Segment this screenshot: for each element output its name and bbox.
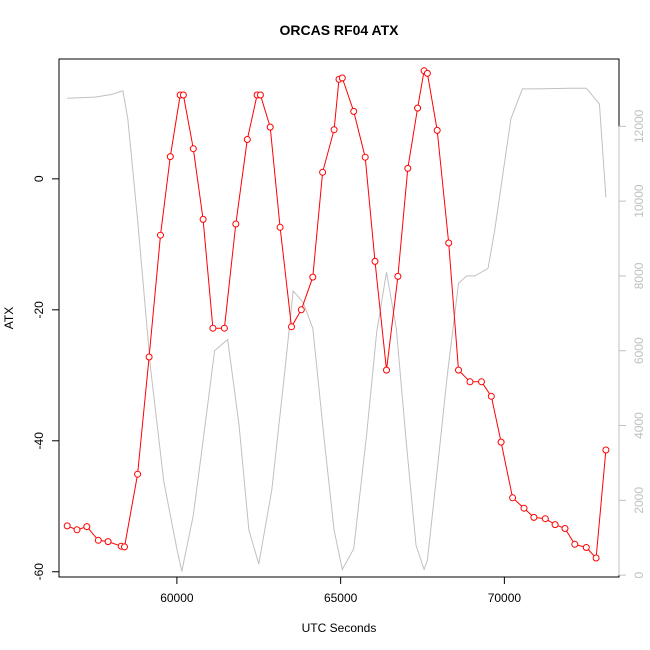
x-axis-label: UTC Seconds	[302, 621, 377, 635]
data-point	[145, 353, 153, 361]
x-tick-label: 65000	[324, 591, 358, 605]
right-axis-series-group	[67, 87, 607, 572]
data-point	[371, 257, 379, 265]
y-tick-label: -60	[32, 563, 46, 581]
x-tick-label: 60000	[160, 591, 194, 605]
data-point	[276, 223, 284, 231]
right-axis-series-line	[67, 87, 607, 572]
x-tick-label: 70000	[488, 591, 522, 605]
data-point	[121, 543, 128, 551]
data-point	[423, 69, 431, 77]
data-point	[256, 91, 264, 99]
y-tick-label: 0	[32, 175, 46, 182]
data-point	[83, 523, 91, 531]
data-point	[179, 91, 187, 99]
y2-axis: 0 2000 4000 6000 8000 10000 12000	[618, 109, 646, 578]
data-point	[94, 536, 102, 544]
data-point	[541, 515, 549, 523]
data-point	[404, 164, 412, 172]
data-point	[509, 494, 517, 502]
data-point	[288, 323, 295, 331]
data-point	[433, 126, 441, 134]
y2-tick-label: 4000	[632, 412, 646, 439]
data-point	[414, 104, 422, 112]
y2-tick-label: 6000	[632, 337, 646, 364]
data-point	[445, 239, 453, 247]
data-point	[487, 392, 495, 400]
y-axis: -60 -40 -20 0	[32, 175, 60, 581]
data-point	[330, 126, 338, 134]
y-axis-label: ATX	[2, 307, 16, 329]
data-point	[319, 168, 327, 176]
y2-tick-label: 0	[632, 571, 646, 578]
x-axis: 60000 65000 70000	[160, 576, 522, 605]
data-point	[520, 504, 528, 512]
data-point	[602, 446, 610, 454]
data-point	[592, 554, 600, 562]
data-point	[394, 272, 402, 280]
data-point	[157, 231, 164, 239]
plot-box	[58, 58, 620, 578]
data-point	[232, 220, 240, 228]
chart-title: ORCAS RF04 ATX	[279, 22, 399, 38]
data-point	[266, 123, 274, 131]
data-point	[243, 136, 251, 143]
data-point	[338, 74, 346, 82]
left-axis-series-line	[67, 69, 607, 560]
data-point	[309, 273, 317, 281]
data-point	[189, 145, 197, 153]
data-point	[361, 153, 369, 161]
data-point	[209, 324, 217, 332]
y-tick-label: -40	[32, 432, 46, 450]
data-point	[497, 438, 505, 446]
data-point	[199, 215, 207, 223]
y2-tick-label: 8000	[632, 262, 646, 289]
y2-tick-label: 12000	[632, 109, 646, 143]
data-point	[63, 522, 71, 530]
data-point	[297, 306, 305, 314]
y2-tick-label: 2000	[632, 487, 646, 514]
data-point	[350, 107, 358, 115]
data-point	[582, 544, 590, 551]
y2-tick-label: 10000	[632, 184, 646, 218]
data-point	[455, 366, 462, 374]
y-tick-label: -20	[32, 301, 46, 319]
data-point	[104, 538, 112, 546]
left-axis-series-group	[63, 67, 610, 562]
data-point	[530, 513, 538, 521]
data-point	[134, 470, 142, 478]
data-point	[478, 378, 485, 386]
data-point	[551, 521, 559, 529]
data-point	[220, 324, 228, 332]
data-point	[466, 378, 474, 386]
data-point	[383, 366, 390, 374]
data-point	[561, 525, 569, 532]
data-point	[571, 540, 579, 548]
data-point	[166, 153, 174, 161]
data-point	[73, 526, 81, 534]
